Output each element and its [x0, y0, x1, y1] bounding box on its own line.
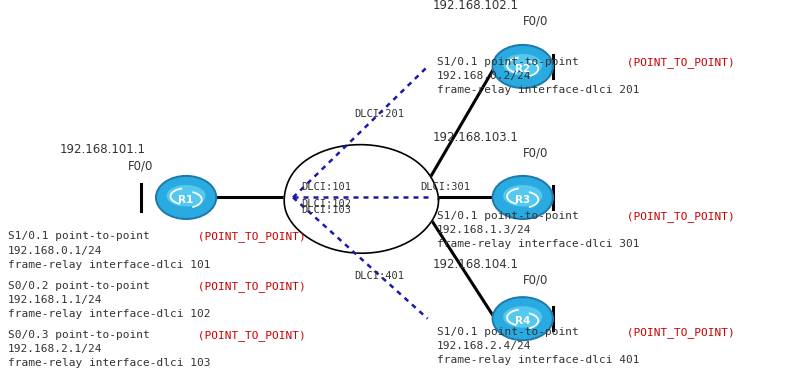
Text: F0/0: F0/0 [523, 273, 548, 286]
Text: DLCI:201: DLCI:201 [354, 109, 404, 119]
Text: frame-relay interface-dlci 301: frame-relay interface-dlci 301 [437, 239, 640, 249]
Text: 192.168.1.3/24: 192.168.1.3/24 [437, 225, 531, 235]
Ellipse shape [503, 185, 543, 206]
Text: S0/0.3 point-to-point: S0/0.3 point-to-point [8, 330, 150, 340]
Text: frame-relay interface-dlci 103: frame-relay interface-dlci 103 [8, 358, 211, 368]
Text: DLCI:301: DLCI:301 [420, 181, 470, 192]
Text: S0/0.2 point-to-point: S0/0.2 point-to-point [8, 281, 150, 291]
Text: (POINT_TO_POINT): (POINT_TO_POINT) [620, 327, 735, 338]
Text: frame-relay interface-dlci 102: frame-relay interface-dlci 102 [8, 309, 211, 319]
Text: frame-relay interface-dlci 101: frame-relay interface-dlci 101 [8, 260, 211, 270]
Text: 192.168.104.1: 192.168.104.1 [432, 258, 518, 271]
Text: R1: R1 [178, 195, 194, 205]
Text: DLCI:101: DLCI:101 [301, 181, 351, 192]
Text: R3: R3 [515, 195, 531, 205]
Ellipse shape [493, 297, 553, 340]
Text: (POINT_TO_POINT): (POINT_TO_POINT) [191, 281, 306, 292]
Text: F0/0: F0/0 [523, 147, 548, 160]
Text: F0/0: F0/0 [523, 14, 548, 27]
Text: S1/0.1 point-to-point: S1/0.1 point-to-point [437, 327, 579, 337]
Text: (POINT_TO_POINT): (POINT_TO_POINT) [191, 231, 306, 242]
Text: (POINT_TO_POINT): (POINT_TO_POINT) [191, 330, 306, 341]
Text: S1/0.1 point-to-point: S1/0.1 point-to-point [437, 57, 579, 67]
Polygon shape [284, 145, 439, 253]
Text: (POINT_TO_POINT): (POINT_TO_POINT) [620, 211, 735, 222]
Text: DLCI:401: DLCI:401 [354, 271, 404, 281]
Text: 192.168.103.1: 192.168.103.1 [432, 131, 518, 144]
Text: frame-relay interface-dlci 401: frame-relay interface-dlci 401 [437, 355, 640, 365]
Ellipse shape [156, 176, 216, 219]
Ellipse shape [503, 306, 543, 328]
Text: 192.168.101.1: 192.168.101.1 [60, 143, 146, 156]
Text: DLCI:103: DLCI:103 [301, 205, 351, 215]
Text: 192.168.2.1/24: 192.168.2.1/24 [8, 344, 102, 354]
Ellipse shape [493, 176, 553, 219]
Text: 192.168.1.1/24: 192.168.1.1/24 [8, 295, 102, 305]
Text: R2: R2 [515, 64, 531, 74]
Ellipse shape [503, 54, 543, 75]
Text: S1/0.1 point-to-point: S1/0.1 point-to-point [437, 211, 579, 221]
Text: (POINT_TO_POINT): (POINT_TO_POINT) [620, 57, 735, 68]
Ellipse shape [493, 45, 553, 88]
Text: F0/0: F0/0 [128, 160, 154, 173]
Text: 192.168.0.2/24: 192.168.0.2/24 [437, 71, 531, 81]
Text: 192.168.2.4/24: 192.168.2.4/24 [437, 341, 531, 351]
Text: S1/0.1 point-to-point: S1/0.1 point-to-point [8, 231, 150, 242]
Text: R4: R4 [515, 316, 531, 326]
Text: 192.168.0.1/24: 192.168.0.1/24 [8, 246, 102, 256]
Text: 192.168.102.1: 192.168.102.1 [432, 0, 518, 12]
Text: DLCI:102: DLCI:102 [301, 199, 351, 210]
Text: frame-relay interface-dlci 201: frame-relay interface-dlci 201 [437, 85, 640, 95]
Ellipse shape [166, 185, 206, 206]
